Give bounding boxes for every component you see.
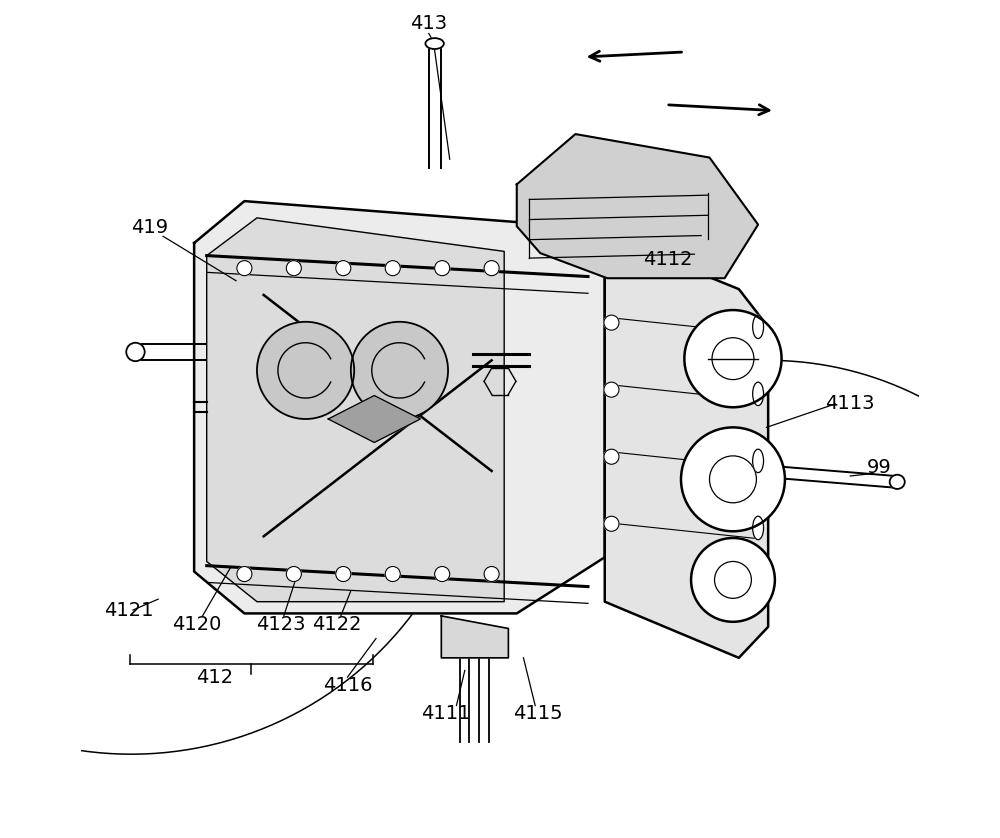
Text: 4111: 4111 (421, 705, 470, 723)
Circle shape (604, 315, 619, 330)
Text: 4116: 4116 (323, 676, 372, 695)
Text: 4113: 4113 (826, 395, 875, 413)
Polygon shape (441, 616, 508, 658)
Text: 4123: 4123 (256, 615, 305, 634)
Text: 4121: 4121 (104, 601, 154, 619)
Ellipse shape (753, 382, 764, 406)
Circle shape (604, 382, 619, 397)
Ellipse shape (126, 343, 145, 361)
Circle shape (681, 427, 785, 531)
Text: 413: 413 (410, 14, 447, 33)
Circle shape (385, 261, 400, 276)
Circle shape (385, 566, 400, 582)
Circle shape (715, 561, 751, 598)
Polygon shape (328, 396, 420, 442)
Circle shape (604, 449, 619, 464)
Polygon shape (605, 235, 768, 658)
Ellipse shape (890, 474, 905, 489)
Text: 4120: 4120 (172, 615, 221, 634)
Text: 4122: 4122 (312, 615, 361, 634)
Ellipse shape (753, 516, 764, 540)
Circle shape (484, 261, 499, 276)
Circle shape (286, 566, 301, 582)
Circle shape (484, 566, 499, 582)
Text: 412: 412 (197, 668, 234, 686)
Ellipse shape (425, 38, 444, 49)
Text: 4112: 4112 (643, 251, 692, 269)
Circle shape (237, 261, 252, 276)
Circle shape (712, 338, 754, 380)
Circle shape (336, 566, 351, 582)
Circle shape (286, 261, 301, 276)
Text: 419: 419 (131, 219, 168, 237)
Ellipse shape (753, 315, 764, 339)
Circle shape (336, 261, 351, 276)
Ellipse shape (753, 449, 764, 473)
Circle shape (604, 516, 619, 531)
Polygon shape (517, 134, 758, 278)
Text: 99: 99 (866, 458, 891, 477)
Polygon shape (194, 201, 605, 613)
Circle shape (257, 322, 354, 419)
Polygon shape (207, 218, 504, 602)
Circle shape (237, 566, 252, 582)
Circle shape (691, 538, 775, 622)
Circle shape (435, 261, 450, 276)
Circle shape (435, 566, 450, 582)
Circle shape (351, 322, 448, 419)
Text: 4115: 4115 (513, 705, 563, 723)
Circle shape (710, 456, 756, 503)
Circle shape (684, 310, 782, 407)
